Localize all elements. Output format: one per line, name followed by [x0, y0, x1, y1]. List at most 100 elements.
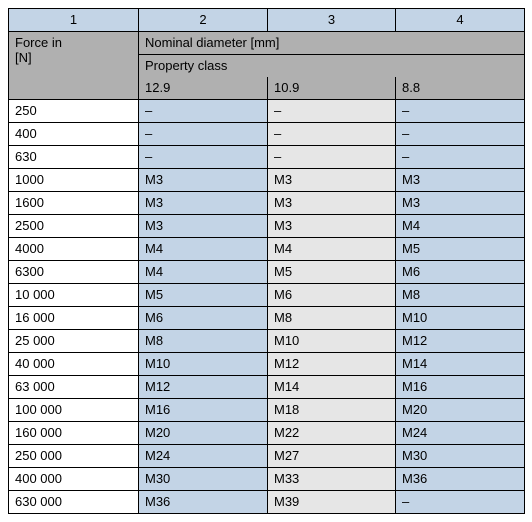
table-row: 16 000M6M8M10	[9, 307, 525, 330]
diameter-value: M27	[268, 445, 396, 468]
force-value: 250 000	[9, 445, 139, 468]
diameter-value: M36	[396, 468, 525, 491]
diameter-value: –	[396, 123, 525, 146]
diameter-value: M6	[139, 307, 268, 330]
class-10-9: 10.9	[268, 77, 396, 100]
table-row: 630–––	[9, 146, 525, 169]
force-label-line1: Force in	[15, 35, 62, 50]
force-value: 10 000	[9, 284, 139, 307]
diameter-value: M3	[396, 192, 525, 215]
class-8-8: 8.8	[396, 77, 525, 100]
force-value: 6300	[9, 261, 139, 284]
force-value: 63 000	[9, 376, 139, 399]
diameter-value: M4	[139, 238, 268, 261]
table-row: 1600M3M3M3	[9, 192, 525, 215]
diameter-value: M30	[139, 468, 268, 491]
diameter-value: –	[268, 123, 396, 146]
diameter-value: –	[139, 100, 268, 123]
bolt-sizing-table: 1 2 3 4 Force in [N] Nominal diameter [m…	[8, 8, 525, 514]
force-value: 100 000	[9, 399, 139, 422]
class-12-9: 12.9	[139, 77, 268, 100]
force-value: 40 000	[9, 353, 139, 376]
force-label-line2: [N]	[15, 50, 32, 65]
table-row: 40 000M10M12M14	[9, 353, 525, 376]
force-value: 2500	[9, 215, 139, 238]
table-row: 160 000M20M22M24	[9, 422, 525, 445]
table-row: 25 000M8M10M12	[9, 330, 525, 353]
table-row: 1000M3M3M3	[9, 169, 525, 192]
diameter-value: M3	[139, 169, 268, 192]
force-value: 250	[9, 100, 139, 123]
force-value: 160 000	[9, 422, 139, 445]
diameter-value: M3	[268, 169, 396, 192]
diameter-value: –	[268, 146, 396, 169]
diameter-value: M20	[396, 399, 525, 422]
force-value: 1600	[9, 192, 139, 215]
diameter-value: M4	[396, 215, 525, 238]
diameter-value: M8	[139, 330, 268, 353]
table-row: 400–––	[9, 123, 525, 146]
force-value: 630	[9, 146, 139, 169]
diameter-value: M5	[139, 284, 268, 307]
diameter-value: M10	[268, 330, 396, 353]
table-row: 400 000M30M33M36	[9, 468, 525, 491]
force-value: 400 000	[9, 468, 139, 491]
diameter-value: M5	[396, 238, 525, 261]
force-value: 4000	[9, 238, 139, 261]
table-row: 630 000M36M39–	[9, 491, 525, 514]
force-value: 16 000	[9, 307, 139, 330]
diameter-value: M3	[139, 215, 268, 238]
table-row: 250–––	[9, 100, 525, 123]
diameter-value: M8	[268, 307, 396, 330]
table-row: 2500M3M3M4	[9, 215, 525, 238]
table-row: 6300M4M5M6	[9, 261, 525, 284]
diameter-value: M12	[139, 376, 268, 399]
col-number-1: 1	[9, 9, 139, 32]
diameter-value: –	[396, 100, 525, 123]
diameter-value: –	[268, 100, 396, 123]
diameter-value: M8	[396, 284, 525, 307]
table-row: 4000M4M4M5	[9, 238, 525, 261]
diameter-value: –	[139, 123, 268, 146]
diameter-value: M20	[139, 422, 268, 445]
diameter-value: M16	[396, 376, 525, 399]
diameter-value: M10	[396, 307, 525, 330]
diameter-value: M10	[139, 353, 268, 376]
diameter-value: M24	[139, 445, 268, 468]
table-body: 250–––400–––630–––1000M3M3M31600M3M3M325…	[9, 100, 525, 514]
diameter-value: M33	[268, 468, 396, 491]
col-number-2: 2	[139, 9, 268, 32]
table-row: 10 000M5M6M8	[9, 284, 525, 307]
table-row: 63 000M12M14M16	[9, 376, 525, 399]
col-number-3: 3	[268, 9, 396, 32]
force-value: 1000	[9, 169, 139, 192]
diameter-value: –	[396, 491, 525, 514]
diameter-value: M6	[396, 261, 525, 284]
diameter-value: M3	[268, 215, 396, 238]
column-number-row: 1 2 3 4	[9, 9, 525, 32]
diameter-value: –	[139, 146, 268, 169]
diameter-value: M18	[268, 399, 396, 422]
diameter-value: M24	[396, 422, 525, 445]
diameter-value: M12	[396, 330, 525, 353]
col-number-4: 4	[396, 9, 525, 32]
diameter-value: M12	[268, 353, 396, 376]
diameter-value: M14	[396, 353, 525, 376]
diameter-value: M3	[139, 192, 268, 215]
diameter-value: M14	[268, 376, 396, 399]
diameter-value: M36	[139, 491, 268, 514]
table-row: 100 000M16M18M20	[9, 399, 525, 422]
diameter-value: M30	[396, 445, 525, 468]
force-value: 400	[9, 123, 139, 146]
table-row: 250 000M24M27M30	[9, 445, 525, 468]
diameter-value: M5	[268, 261, 396, 284]
force-value: 25 000	[9, 330, 139, 353]
diameter-value: M4	[139, 261, 268, 284]
diameter-value: M6	[268, 284, 396, 307]
force-value: 630 000	[9, 491, 139, 514]
diameter-value: M4	[268, 238, 396, 261]
header-row-1: Force in [N] Nominal diameter [mm]	[9, 32, 525, 55]
diameter-value: M3	[268, 192, 396, 215]
nominal-diameter-header: Nominal diameter [mm]	[139, 32, 525, 55]
property-class-header: Property class	[139, 55, 525, 78]
